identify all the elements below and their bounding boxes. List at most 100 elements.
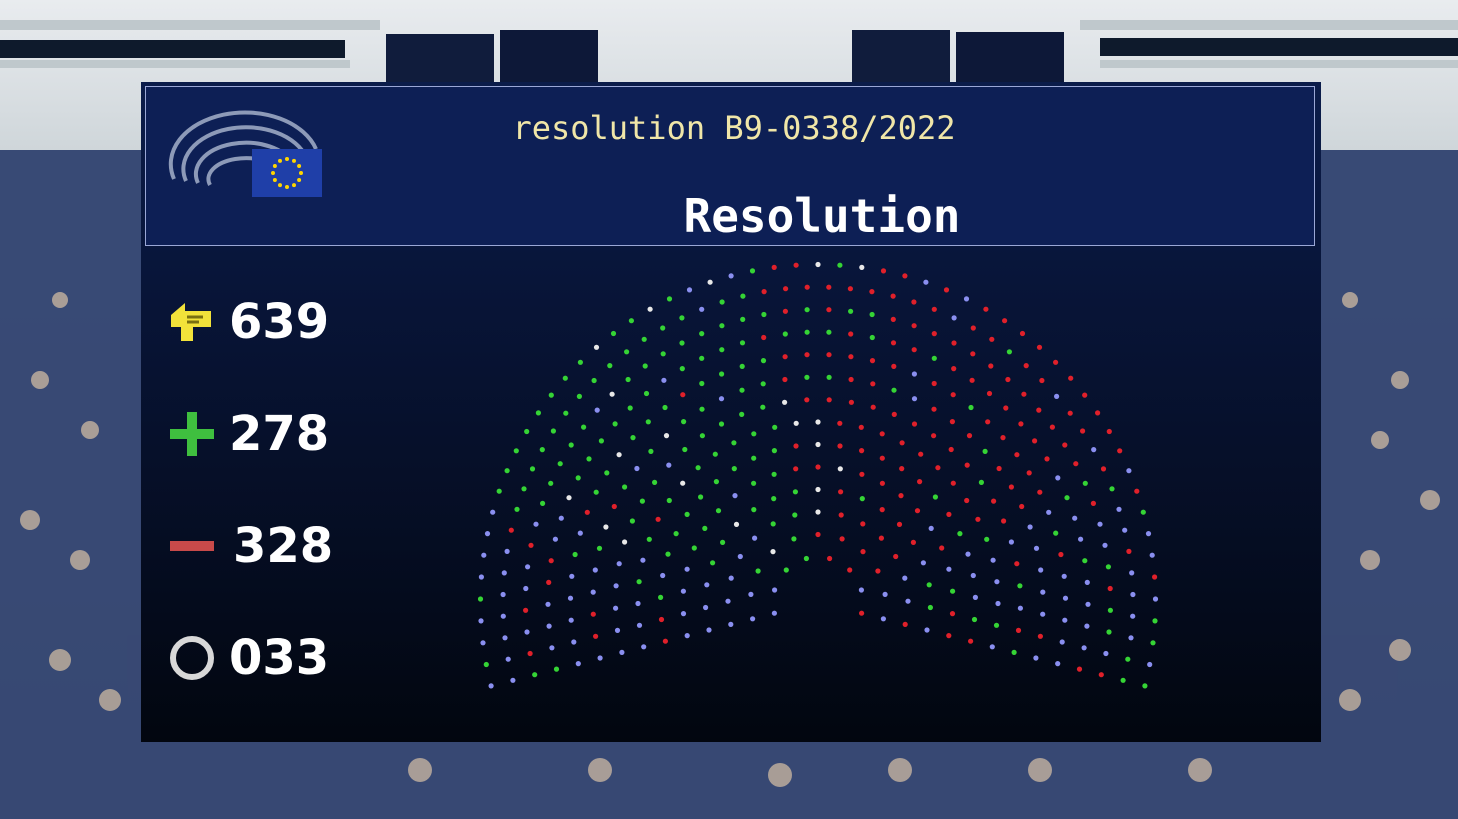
seat-dot bbox=[782, 308, 789, 314]
seat-dot bbox=[682, 446, 688, 453]
seat-dot bbox=[986, 390, 993, 397]
seat-dot bbox=[553, 666, 560, 672]
seat-dot bbox=[624, 349, 630, 355]
seat-dot bbox=[995, 600, 1001, 607]
seat-dot bbox=[860, 549, 866, 555]
seat-dot bbox=[1005, 376, 1011, 383]
seat-dot bbox=[699, 331, 705, 337]
abstentions-count: 033 bbox=[229, 630, 330, 686]
seat-dot bbox=[1053, 530, 1059, 536]
seat-dot bbox=[629, 518, 635, 524]
eu-star bbox=[272, 178, 277, 182]
seat-dot bbox=[932, 494, 939, 500]
seat-dot bbox=[699, 355, 705, 361]
total-votes-count: 639 bbox=[229, 294, 330, 350]
seat-dot bbox=[859, 496, 865, 502]
seat-dot bbox=[838, 489, 844, 495]
seat-dot bbox=[869, 311, 875, 318]
seat-dot bbox=[803, 555, 810, 562]
seat-dot bbox=[740, 293, 746, 299]
seat-dot bbox=[1140, 509, 1146, 515]
seat-dot bbox=[838, 512, 844, 518]
seat-dot bbox=[691, 545, 697, 551]
seat-dot bbox=[639, 498, 645, 504]
seat-dot bbox=[994, 579, 1000, 585]
seat-dot bbox=[771, 264, 777, 270]
seat-dot bbox=[611, 503, 617, 510]
seat-dot bbox=[740, 316, 746, 322]
seat-dot bbox=[663, 433, 670, 439]
seat-dot bbox=[1054, 393, 1060, 399]
seat-dot bbox=[513, 448, 519, 454]
seat-dot bbox=[771, 496, 777, 502]
seat-dot bbox=[728, 621, 734, 628]
resolution-reference: resolution B9-0338/2022 bbox=[512, 109, 956, 147]
seat-dot bbox=[858, 424, 864, 430]
seat-dot bbox=[815, 441, 821, 448]
seat-dot bbox=[972, 594, 979, 601]
seat-dot bbox=[548, 480, 554, 486]
seat-dot bbox=[502, 635, 508, 641]
seat-dot bbox=[614, 627, 621, 634]
seat-dot bbox=[1081, 645, 1087, 651]
seat-dot bbox=[827, 555, 833, 562]
seat-dot bbox=[545, 601, 551, 607]
seat-dot bbox=[804, 307, 810, 313]
seat-dot bbox=[928, 525, 934, 531]
seat-dot bbox=[673, 531, 679, 537]
seat-dot bbox=[875, 568, 881, 574]
seat-dot bbox=[514, 506, 520, 512]
seat-dot bbox=[715, 508, 722, 514]
seat-dot bbox=[655, 516, 661, 522]
seat-dot bbox=[627, 405, 633, 411]
seat-dot bbox=[970, 572, 976, 579]
seat-dot bbox=[869, 358, 876, 364]
seat-dot bbox=[539, 447, 545, 453]
seat-dot bbox=[550, 428, 556, 434]
seat-dot bbox=[1061, 573, 1067, 579]
seat-dot bbox=[792, 512, 798, 518]
seat-dot bbox=[848, 376, 854, 383]
seat-dot bbox=[686, 287, 693, 293]
seat-dot bbox=[594, 407, 600, 413]
seat-dot bbox=[562, 375, 568, 381]
seat-dot bbox=[1040, 589, 1046, 595]
seat-dot bbox=[815, 464, 821, 470]
seat-dot bbox=[950, 480, 956, 486]
seat-dot bbox=[893, 553, 899, 560]
european-parliament-logo bbox=[168, 110, 322, 197]
seat-dot bbox=[975, 516, 981, 522]
seat-dot bbox=[1095, 410, 1101, 416]
seat-dot bbox=[984, 536, 990, 542]
seat-dot bbox=[707, 279, 713, 285]
seat-dot bbox=[1037, 633, 1043, 639]
hemicycle-seat-map bbox=[477, 261, 1159, 689]
seat-dot bbox=[1097, 521, 1103, 527]
voting-hand-icon bbox=[171, 303, 211, 341]
seat-dot bbox=[728, 575, 734, 581]
seat-dot bbox=[684, 511, 690, 517]
seat-dot bbox=[1040, 611, 1046, 617]
seat-dot bbox=[1150, 640, 1156, 646]
seat-dot bbox=[593, 633, 599, 639]
seat-dot bbox=[572, 551, 578, 558]
seat-dot bbox=[552, 536, 558, 542]
seat-dot bbox=[1033, 545, 1040, 551]
seat-dot bbox=[989, 644, 995, 650]
seat-dot bbox=[880, 616, 887, 622]
seat-dot bbox=[523, 585, 529, 592]
seat-dot bbox=[1001, 518, 1007, 524]
seat-dot bbox=[630, 435, 636, 441]
seat-dot bbox=[739, 363, 745, 369]
plus-icon bbox=[170, 412, 214, 456]
seat-dot bbox=[926, 582, 932, 588]
seat-dot bbox=[1152, 618, 1158, 624]
seat-dot bbox=[1064, 495, 1070, 501]
seat-dot bbox=[914, 508, 921, 514]
seat-dot bbox=[804, 397, 810, 403]
seat-dot bbox=[725, 598, 731, 604]
seat-dot bbox=[1037, 489, 1043, 495]
seat-dot bbox=[528, 542, 534, 548]
seat-dot bbox=[905, 598, 911, 604]
seat-dot bbox=[848, 308, 854, 314]
